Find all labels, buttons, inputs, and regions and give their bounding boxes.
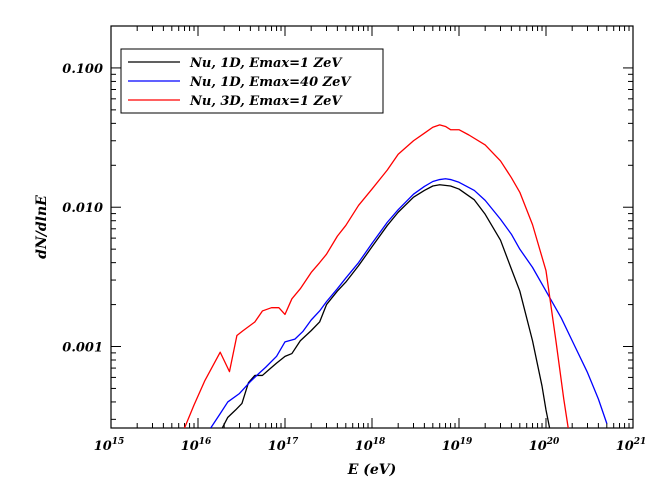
- x-tick-base: 10: [181, 439, 199, 454]
- x-tick-label: 1019: [442, 437, 473, 454]
- x-tick-exponent: 17: [286, 437, 299, 447]
- legend-label-1: Nu, 1D, Emax=1 ZeV: [189, 56, 343, 71]
- x-tick-exponent: 19: [460, 437, 473, 447]
- x-tick-exponent: 15: [112, 437, 125, 447]
- x-tick-exponent: 16: [199, 437, 212, 447]
- x-axis-label: E (eV): [347, 462, 397, 478]
- x-tick-exponent: 20: [546, 437, 560, 447]
- x-tick-label: 1015: [94, 437, 125, 454]
- x-tick-label: 1016: [181, 437, 212, 454]
- legend-label-3: Nu, 3D, Emax=1 ZeV: [189, 94, 343, 109]
- x-tick-label: 1018: [355, 437, 386, 454]
- series-line-3: [183, 124, 569, 428]
- series-line-2: [210, 178, 608, 428]
- y-tick-label: 0.010: [62, 201, 103, 216]
- x-tick-exponent: 18: [373, 437, 386, 447]
- x-tick-base: 10: [442, 439, 460, 454]
- legend: Nu, 1D, Emax=1 ZeV Nu, 1D, Emax=40 ZeV Nu,…: [120, 48, 384, 114]
- series-line-1: [221, 184, 551, 428]
- data-series: [183, 124, 608, 428]
- y-axis-label: dN/dlnE: [34, 195, 50, 259]
- y-tick-label: 0.100: [62, 62, 103, 77]
- x-tick-label: 1020: [529, 437, 560, 454]
- x-tick-base: 10: [94, 439, 112, 454]
- y-tick-label: 0.001: [62, 341, 103, 356]
- x-tick-label: 1021: [616, 437, 647, 454]
- x-tick-base: 10: [529, 439, 547, 454]
- x-tick-exponent: 21: [633, 437, 647, 447]
- x-tick-base: 10: [268, 439, 286, 454]
- x-tick-label: 1017: [268, 437, 299, 454]
- tick-labels: 1015 1016 1017 1018 1019 1020 10210.0010.0100.…: [62, 62, 646, 454]
- x-tick-base: 10: [355, 439, 373, 454]
- axis-ticks: [110, 25, 634, 428]
- legend-label-2: Nu, 1D, Emax=40 ZeV: [189, 75, 352, 90]
- x-tick-base: 10: [616, 439, 634, 454]
